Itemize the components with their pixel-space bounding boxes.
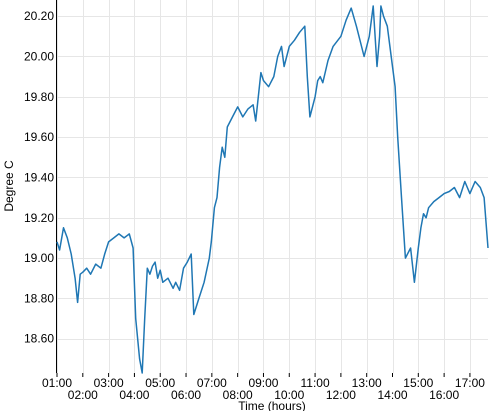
x-tick-label: 16:00 (429, 388, 459, 402)
x-tick-label: 07:00 (197, 376, 227, 390)
x-tick-label: 01:00 (42, 376, 72, 390)
x-tick-label: 14:00 (377, 388, 407, 402)
y-axis-title: Degree C (2, 160, 16, 212)
x-tick-label: 15:00 (403, 376, 433, 390)
y-tick-label: 20.00 (24, 49, 54, 63)
x-tick-label: 12:00 (326, 388, 356, 402)
y-tick-label: 20.20 (24, 9, 54, 23)
y-axis-ticks: 18.60 18.80 19.00 19.20 19.40 19.60 19.80 20.00… (24, 9, 54, 346)
x-tick-label: 02:00 (68, 388, 98, 402)
x-tick-label: 13:00 (352, 376, 382, 390)
x-tick-label: 05:00 (145, 376, 175, 390)
y-tick-label: 19.00 (24, 251, 54, 265)
x-tick-label: 09:00 (248, 376, 278, 390)
x-tick-label: 17:00 (455, 376, 485, 390)
x-tick-label: 08:00 (223, 388, 253, 402)
x-tick-label: 11:00 (301, 376, 330, 390)
x-axis-title: Time (hours) (238, 399, 306, 411)
grid (57, 0, 488, 373)
x-tick-label: 04:00 (119, 388, 149, 402)
series-layer (56, 5, 489, 374)
y-tick-label: 18.60 (24, 332, 54, 346)
x-axis-ticks: 01:0002:0003:0004:0005:0006:0007:0008:00… (42, 373, 485, 402)
x-tick-label: 03:00 (94, 376, 124, 390)
y-tick-label: 18.80 (24, 291, 54, 305)
x-tick-label: 10:00 (274, 388, 304, 402)
y-tick-label: 19.80 (24, 90, 54, 104)
y-tick-label: 19.20 (24, 211, 54, 225)
x-tick-label: 06:00 (171, 388, 201, 402)
temperature-series-line (56, 5, 489, 374)
y-tick-label: 19.60 (24, 130, 54, 144)
y-tick-label: 19.40 (24, 170, 54, 184)
